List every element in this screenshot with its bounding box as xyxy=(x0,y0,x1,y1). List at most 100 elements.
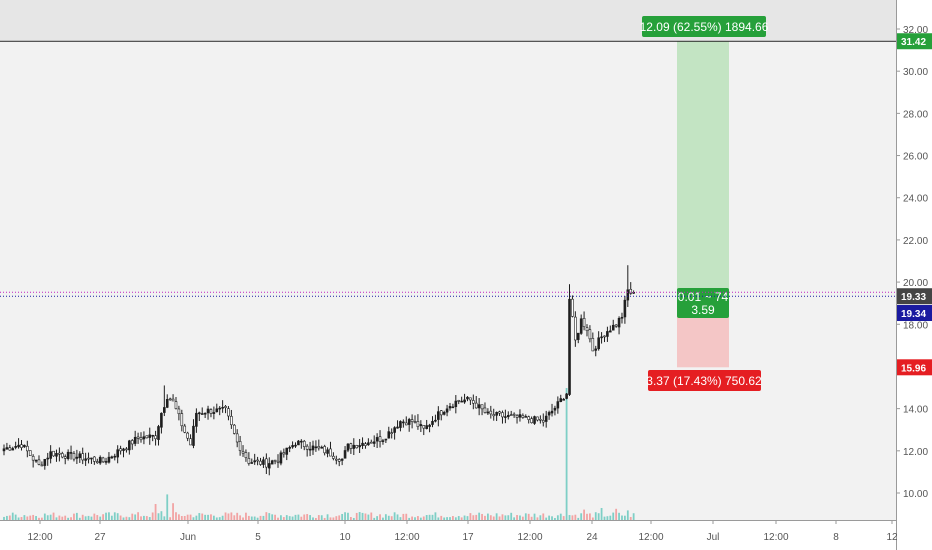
candle-body xyxy=(227,408,230,417)
candle-body xyxy=(521,415,525,418)
candle-body xyxy=(200,413,204,415)
candle-body xyxy=(358,445,361,448)
volume-bar xyxy=(169,517,172,520)
volume-bar xyxy=(589,513,591,520)
volume-bar xyxy=(268,513,271,520)
volume-bar xyxy=(40,517,43,520)
candle-body xyxy=(5,447,9,450)
price-label-31-42[interactable]: 31.42 xyxy=(897,33,932,50)
candle-body xyxy=(113,455,117,458)
candle-body xyxy=(101,457,105,463)
volume-bar xyxy=(586,513,588,520)
risk-reward-bg xyxy=(677,288,729,318)
volume-bar xyxy=(46,515,49,520)
volume-bar xyxy=(315,517,317,520)
volume-bar xyxy=(26,516,29,520)
volume-bar xyxy=(600,508,603,520)
volume-bar xyxy=(364,513,367,520)
volume-bar xyxy=(180,515,183,520)
volume-bar xyxy=(516,515,518,520)
volume-bar xyxy=(160,511,163,520)
candle-body xyxy=(2,448,6,452)
candle-body xyxy=(168,398,172,401)
volume-bar xyxy=(122,517,125,520)
price-label-bg xyxy=(897,33,932,50)
volume-bar xyxy=(52,512,55,520)
volume-bar xyxy=(49,514,52,520)
price-label-15-96[interactable]: 15.96 xyxy=(897,359,932,376)
price-axis[interactable]: 32.00 30.00 28.00 26.00 24.00 22.00 20.00 18.00… xyxy=(896,0,932,550)
price-label-19-33[interactable]: 19.33 xyxy=(897,288,932,305)
candle-body xyxy=(483,407,487,413)
price-tick-label: 32.00 xyxy=(903,25,928,36)
candle-body xyxy=(460,400,463,403)
volume-bar xyxy=(306,514,309,520)
candle-body xyxy=(611,324,615,331)
candle-body xyxy=(623,299,627,318)
candle-body xyxy=(320,446,324,449)
volume-bar xyxy=(105,512,107,520)
volume-bar xyxy=(32,514,35,520)
candle-body xyxy=(133,436,137,444)
volume-bar xyxy=(626,510,629,520)
target-label-bg xyxy=(642,16,766,37)
volume-bar xyxy=(411,516,413,520)
candle-body xyxy=(495,412,498,416)
candle-body xyxy=(375,437,379,442)
volume-bar xyxy=(87,515,90,520)
volume-bar xyxy=(218,517,221,520)
volume-bar xyxy=(128,517,131,520)
volume-bar xyxy=(55,517,58,520)
volume-bar xyxy=(137,512,139,520)
candle-body xyxy=(369,441,373,444)
candle-body xyxy=(52,450,55,457)
candle-body xyxy=(413,421,417,423)
candle-body xyxy=(154,435,157,440)
long-position-tool[interactable]: 12.09 (62.55%) 1894.66 0.01 ~ 743.59 3.37 … xyxy=(640,16,769,391)
volume-bar xyxy=(606,516,609,520)
candle-body xyxy=(63,456,67,459)
volume-bar xyxy=(131,513,134,520)
volume-bar xyxy=(484,515,486,520)
candle-body xyxy=(509,414,513,416)
volume-bar xyxy=(449,517,451,520)
candle-body xyxy=(198,412,201,415)
risk-reward-line2: 3.59 xyxy=(691,303,715,317)
stop-label[interactable]: 3.37 (17.43%) 750.62 xyxy=(646,370,762,391)
candle-body xyxy=(23,444,26,448)
candle-body xyxy=(606,331,609,337)
target-label[interactable]: 12.09 (62.55%) 1894.66 xyxy=(640,16,769,37)
volume-bar xyxy=(495,513,498,520)
candle-body xyxy=(294,444,297,447)
volume-bar xyxy=(227,513,230,520)
volume-bar xyxy=(262,515,265,520)
candle-body xyxy=(116,449,119,458)
candle-body xyxy=(195,412,198,427)
target-zone[interactable] xyxy=(677,41,729,297)
volume-bar xyxy=(370,512,373,520)
time-axis[interactable]: 12:00 27 Jun 5 10 12:00 17 12:00 24 12:00 Jul 12:00… xyxy=(0,520,932,550)
candle-body xyxy=(78,453,82,459)
volume-bar xyxy=(96,515,99,520)
candle-body xyxy=(285,447,289,455)
volume-bar xyxy=(230,512,233,520)
price-tick-label: 10.00 xyxy=(903,489,928,500)
candle-body xyxy=(215,408,219,413)
volume-bar xyxy=(521,516,524,520)
risk-reward-label[interactable]: 0.01 ~ 743.59 xyxy=(677,288,729,318)
volume-bar xyxy=(189,514,192,520)
volume-bar xyxy=(417,516,419,520)
candle-body xyxy=(472,400,475,404)
price-label-text: 15.96 xyxy=(901,363,926,374)
volume-bar xyxy=(349,516,352,520)
price-label-bg xyxy=(897,305,932,322)
candle-body xyxy=(340,458,344,461)
volume-bar xyxy=(618,512,620,520)
candle-body xyxy=(93,456,96,462)
volume-bar xyxy=(195,515,198,520)
volume-bar xyxy=(335,516,338,520)
volume-bar xyxy=(551,516,553,520)
price-label-19-34[interactable]: 19.34 xyxy=(897,305,932,322)
